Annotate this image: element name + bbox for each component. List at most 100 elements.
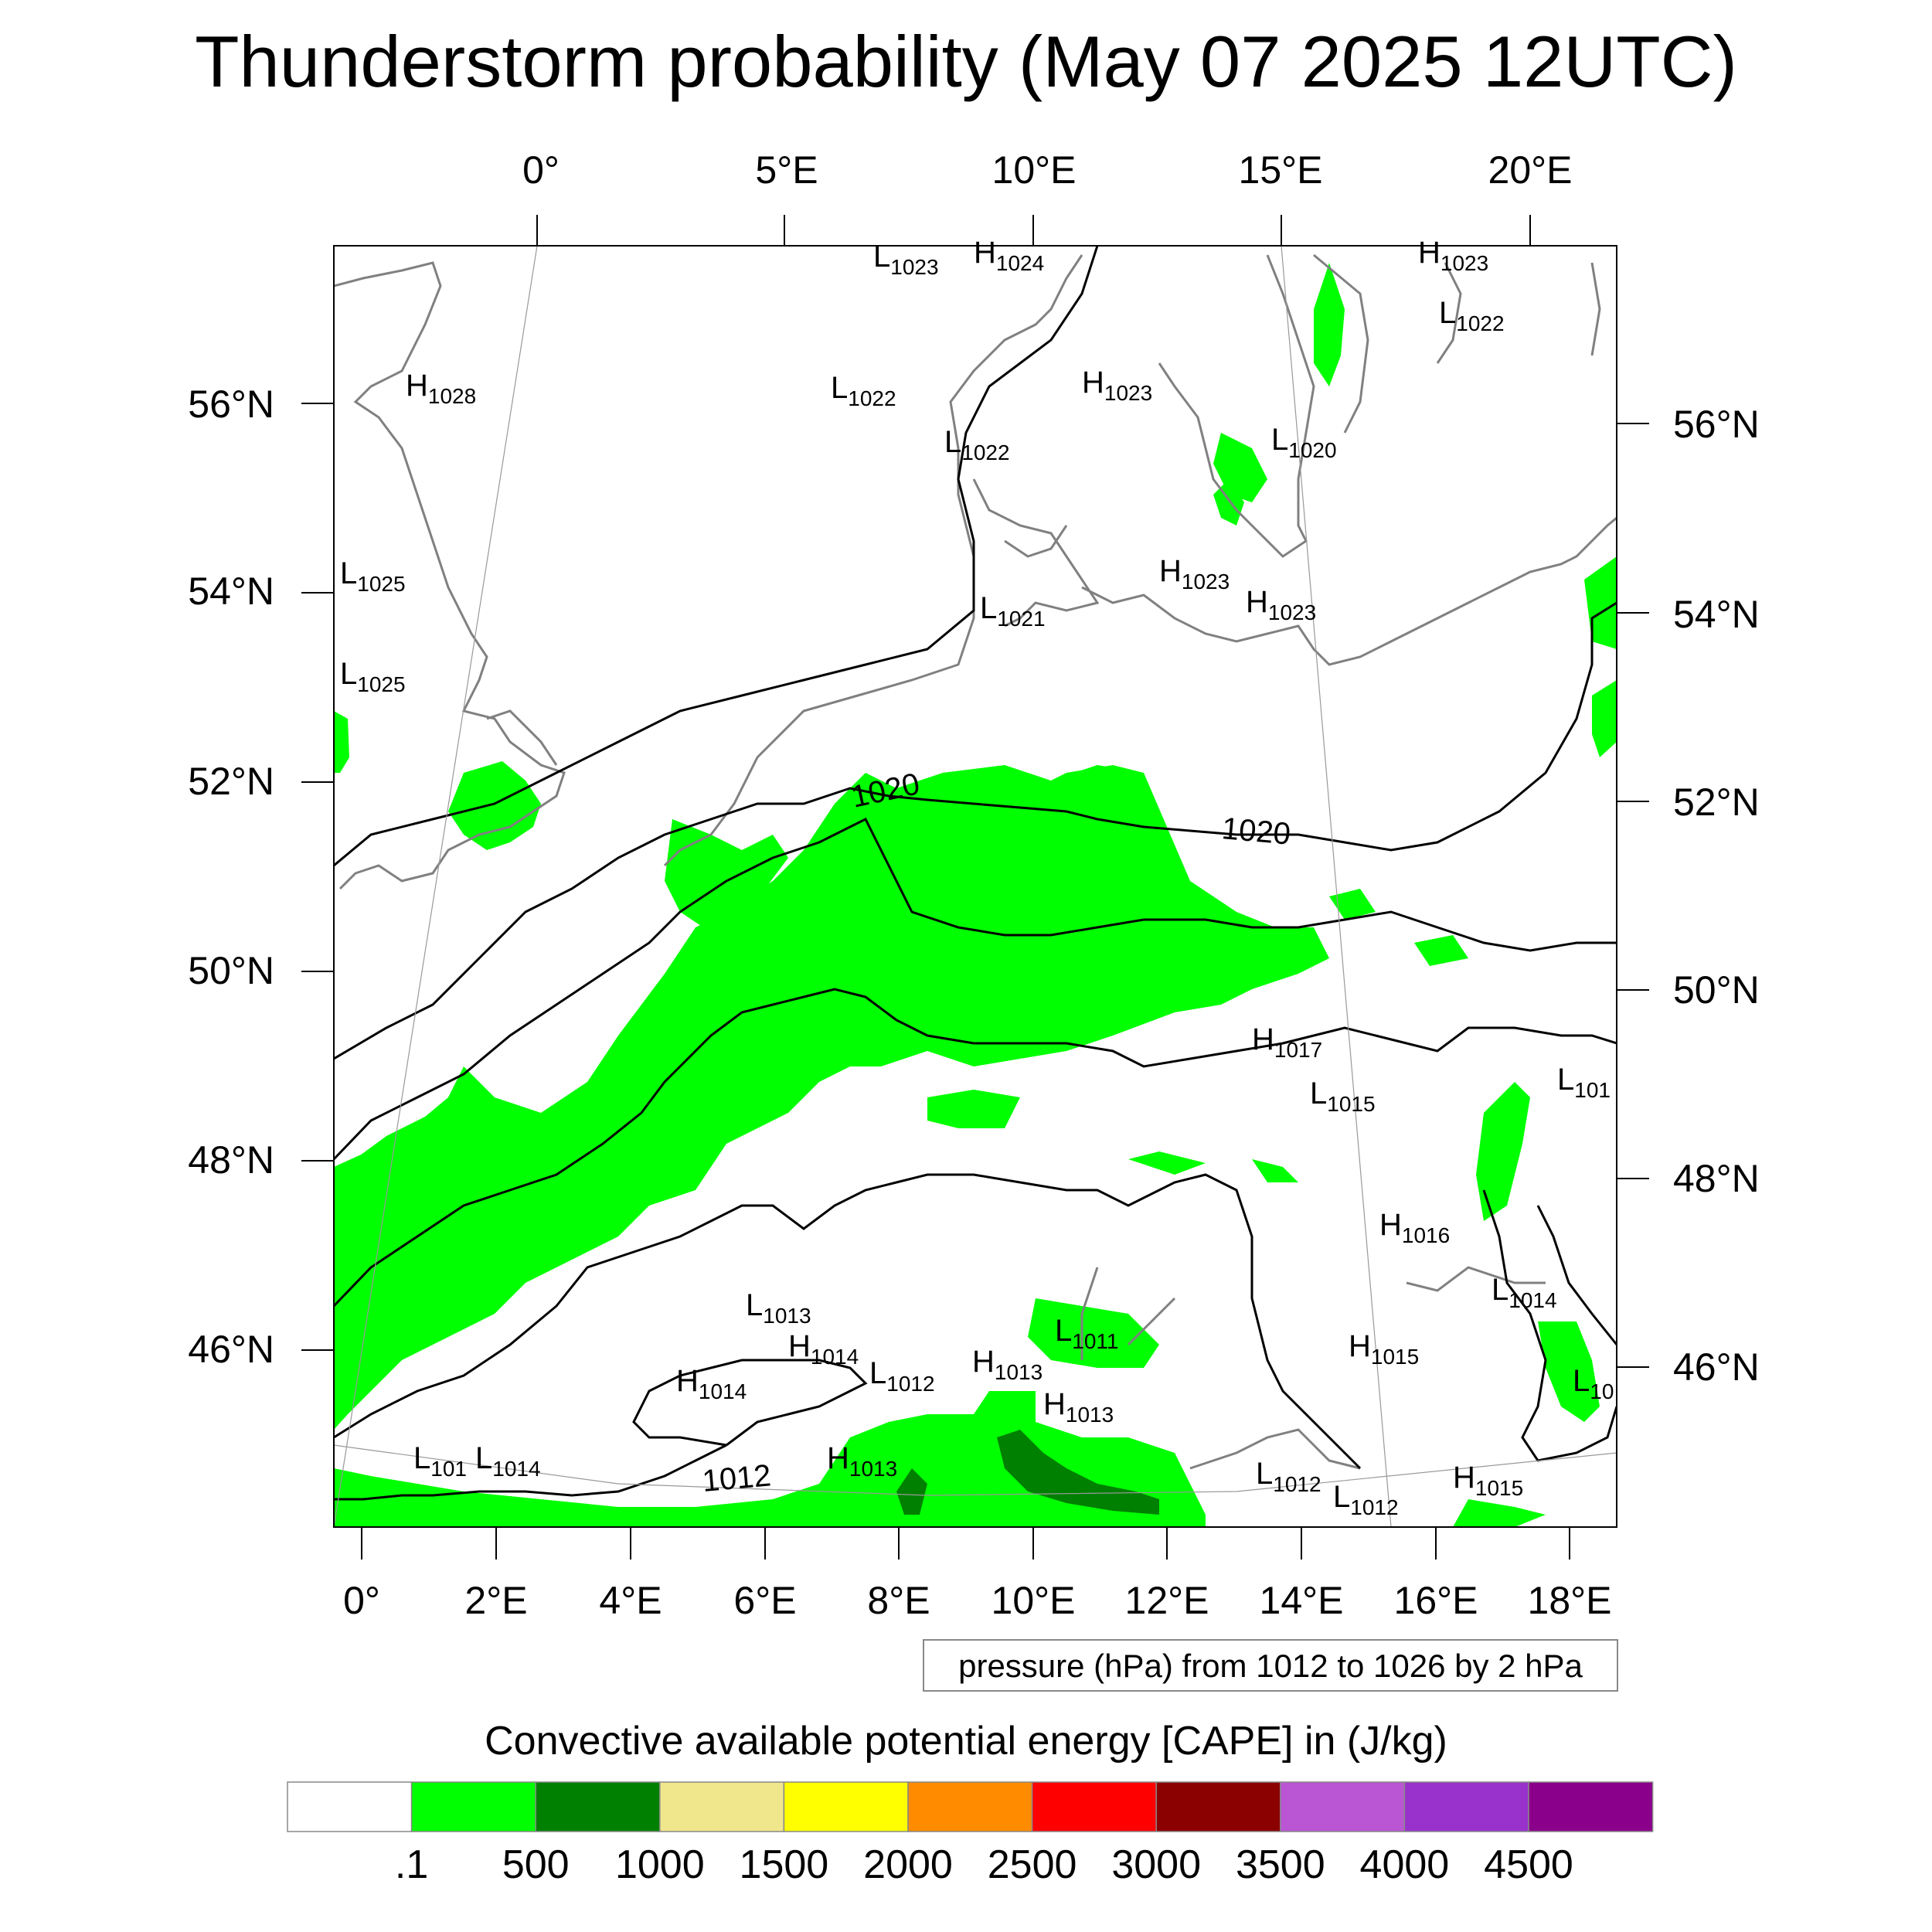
pressure-center-label: H1024	[974, 236, 1044, 275]
legend-swatch	[1155, 1781, 1281, 1832]
pressure-center-label: L1014	[1492, 1273, 1557, 1312]
legend-label: 2000	[863, 1842, 953, 1887]
graticule	[334, 246, 1617, 1527]
bottom-lon-label: 8°E	[867, 1579, 930, 1622]
pressure-center-label: H1023	[1082, 366, 1152, 405]
bottom-ticks	[361, 1527, 1570, 1560]
pressure-center-label: L101	[1557, 1063, 1611, 1102]
pressure-center-label: H1014	[676, 1364, 747, 1403]
pressure-center-label: H1023	[1159, 554, 1230, 594]
pressure-center-label: L1025	[340, 657, 406, 696]
legend-title: Convective available potential energy [C…	[485, 1719, 1447, 1764]
legend-label: 4500	[1484, 1842, 1573, 1887]
legend-label: 3000	[1111, 1842, 1201, 1887]
legend-labels: .1 500 1000 1500 2000 2500 3000 3500 400…	[395, 1842, 1573, 1887]
right-lat-label: 56°N	[1673, 403, 1760, 446]
top-lon-label: 0°	[522, 148, 560, 192]
pressure-center-label: H1014	[788, 1329, 859, 1369]
top-lon-label: 5°E	[755, 148, 818, 192]
legend-swatch	[287, 1781, 413, 1832]
left-lat-labels: 56°N 54°N 52°N 50°N 48°N 46°N	[188, 383, 274, 1371]
legend-swatch	[410, 1781, 536, 1832]
pressure-center-label: H1015	[1453, 1461, 1523, 1500]
pressure-center-label: H1017	[1252, 1022, 1322, 1062]
right-lat-labels: 56°N 54°N 52°N 50°N 48°N 46°N	[1673, 403, 1760, 1389]
right-lat-label: 54°N	[1673, 593, 1760, 636]
left-lat-label: 46°N	[188, 1328, 274, 1371]
pressure-center-label: L1014	[475, 1441, 541, 1481]
left-lat-label: 54°N	[188, 570, 274, 613]
legend-swatch	[659, 1781, 785, 1832]
bottom-lon-label: 10°E	[992, 1579, 1076, 1622]
top-lon-label: 15°E	[1239, 148, 1323, 192]
pressure-center-label: H1013	[972, 1345, 1043, 1384]
bottom-lon-label: 2°E	[464, 1579, 527, 1622]
pressure-center-label: L1022	[1439, 296, 1505, 335]
legend-swatch	[535, 1781, 661, 1832]
pressure-center-label: H1016	[1379, 1208, 1450, 1247]
legend-label: 1500	[740, 1842, 829, 1887]
right-lat-label: 46°N	[1673, 1345, 1760, 1389]
legend-label: 3500	[1236, 1842, 1325, 1887]
bottom-lon-label: 16°E	[1394, 1579, 1478, 1622]
top-lon-labels: 0° 5°E 10°E 15°E 20°E	[522, 148, 1572, 192]
legend-swatch	[907, 1781, 1033, 1832]
bottom-lon-label: 6°E	[733, 1579, 796, 1622]
pressure-note-box	[923, 1639, 1618, 1692]
left-lat-label: 50°N	[188, 949, 274, 992]
bottom-lon-label: 12°E	[1125, 1579, 1209, 1622]
legend-swatch	[1403, 1781, 1529, 1832]
pressure-center-label: H1013	[1043, 1387, 1114, 1427]
legend-swatch	[1528, 1781, 1654, 1832]
pressure-note: pressure (hPa) from 1012 to 1026 by 2 hP…	[958, 1648, 1583, 1684]
legend-label: 2500	[988, 1842, 1077, 1887]
figure-title: Thunderstorm probability (May 07 2025 12…	[195, 21, 1737, 102]
pressure-centers: L1023 H1024 H1023 L1022 H1028 L1022 H102…	[340, 236, 1614, 1519]
top-lon-label: 20°E	[1488, 148, 1573, 192]
legend-swatch	[1031, 1781, 1157, 1832]
bottom-lon-labels: 0° 2°E 4°E 6°E 8°E 10°E 12°E 14°E 16°E 1…	[343, 1579, 1611, 1622]
legend-swatch	[783, 1781, 909, 1832]
pressure-center-label: L1022	[831, 371, 896, 410]
pressure-center-label: H1023	[1418, 236, 1488, 275]
left-lat-label: 52°N	[188, 760, 274, 803]
pressure-center-label: L1012	[869, 1356, 935, 1396]
bottom-lon-label: 0°	[343, 1579, 380, 1622]
pressure-center-label: L1022	[944, 425, 1010, 464]
legend-label: 1000	[615, 1842, 705, 1887]
right-ticks	[1617, 423, 1649, 1368]
legend-colorbar	[287, 1781, 1654, 1832]
pressure-center-label: L1020	[1271, 423, 1337, 462]
bottom-lon-label: 4°E	[599, 1579, 662, 1622]
bottom-lon-label: 14°E	[1260, 1579, 1344, 1622]
pressure-center-label: L1021	[980, 591, 1046, 631]
bottom-lon-label: 18°E	[1528, 1579, 1612, 1622]
map-frame	[333, 245, 1617, 1528]
pressure-center-label: L1015	[1310, 1077, 1376, 1116]
pressure-center-label: L10	[1573, 1364, 1614, 1403]
isobars	[334, 246, 1617, 1501]
pressure-center-label: H1023	[1246, 585, 1316, 624]
pressure-center-label: H1015	[1349, 1329, 1419, 1369]
pressure-center-label: H1013	[827, 1441, 897, 1481]
legend-swatch	[1280, 1781, 1406, 1832]
map-content	[334, 246, 1617, 1527]
pressure-center-label: L1012	[1333, 1480, 1399, 1519]
pressure-center-label: L1025	[340, 556, 406, 596]
legend-label: 4000	[1360, 1842, 1450, 1887]
left-lat-label: 48°N	[188, 1138, 274, 1182]
pressure-center-label: L101	[413, 1441, 467, 1481]
legend-label: 500	[502, 1842, 570, 1887]
pressure-center-label: L1023	[873, 240, 939, 279]
right-lat-label: 52°N	[1673, 781, 1760, 824]
pressure-center-label: L1012	[1256, 1457, 1321, 1496]
right-lat-label: 50°N	[1673, 968, 1760, 1012]
isobar-label: 1020	[1220, 811, 1291, 852]
left-ticks	[301, 403, 334, 1351]
isobar-label: 1012	[701, 1458, 772, 1498]
top-ticks	[536, 215, 1531, 246]
right-lat-label: 48°N	[1673, 1157, 1760, 1200]
left-lat-label: 56°N	[188, 383, 274, 426]
pressure-center-label: L1011	[1055, 1314, 1118, 1353]
